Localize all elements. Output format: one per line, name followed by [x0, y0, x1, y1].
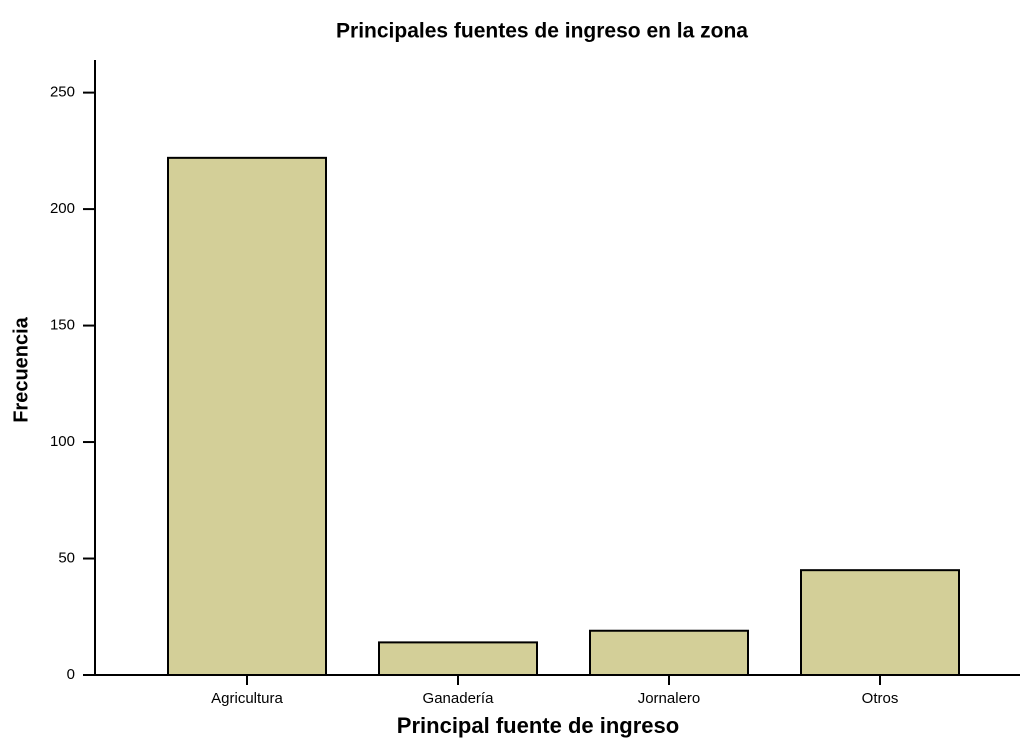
- y-tick-label: 250: [50, 84, 75, 101]
- chart-title: Principales fuentes de ingreso en la zon…: [336, 20, 748, 43]
- x-tick-label: Otros: [862, 690, 899, 707]
- x-axis-label: Principal fuente de ingreso: [397, 713, 679, 738]
- y-axis-label: Frecuencia: [10, 316, 32, 422]
- bar: [589, 629, 749, 677]
- bar: [800, 569, 960, 677]
- bar: [378, 641, 538, 676]
- bar: [167, 156, 327, 677]
- y-tick-label: 200: [50, 200, 75, 217]
- x-tick-label: Agricultura: [211, 690, 283, 707]
- x-tick-label: Jornalero: [638, 690, 701, 707]
- y-tick-label: 0: [67, 666, 75, 683]
- y-tick-label: 150: [50, 317, 75, 334]
- y-tick-label: 100: [50, 433, 75, 450]
- x-tick-label: Ganadería: [423, 690, 495, 707]
- y-tick-label: 50: [58, 549, 75, 566]
